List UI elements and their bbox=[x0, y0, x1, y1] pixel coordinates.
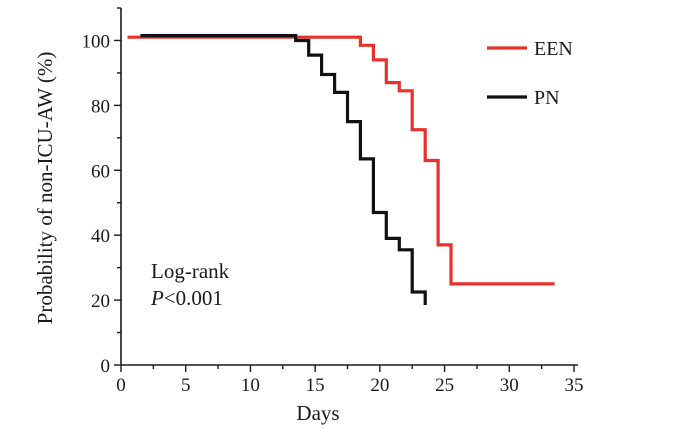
axes: 0 5 10 15 20 25 30 35 0 20 40 60 80 100 bbox=[82, 7, 584, 396]
y-tick-label: 100 bbox=[82, 31, 111, 52]
series-line-pn bbox=[140, 34, 427, 305]
x-tick-label: 25 bbox=[435, 375, 454, 396]
x-tick-label: 0 bbox=[116, 375, 126, 396]
y-tick-label: 0 bbox=[101, 356, 111, 377]
x-tick-label: 30 bbox=[500, 375, 519, 396]
y-tick-label: 80 bbox=[91, 96, 110, 117]
annotation-p-symbol: P bbox=[150, 286, 164, 310]
x-tick-label: 15 bbox=[306, 375, 325, 396]
y-tick-label: 20 bbox=[91, 291, 110, 312]
log-rank-annotation: Log-rank P<0.001 bbox=[150, 259, 230, 310]
y-tick-label: 60 bbox=[91, 161, 110, 182]
x-tick-label: 5 bbox=[181, 375, 191, 396]
x-tick-label: 35 bbox=[565, 375, 584, 396]
series-layer bbox=[127, 34, 555, 305]
x-tick-label: 20 bbox=[370, 375, 389, 396]
series-line-een bbox=[127, 35, 555, 286]
x-tick-label: 10 bbox=[241, 375, 260, 396]
annotation-log-rank: Log-rank bbox=[151, 259, 230, 283]
y-tick-label: 40 bbox=[91, 226, 110, 247]
legend-label-een: EEN bbox=[534, 38, 573, 60]
y-axis-label: Probability of non-ICU-AW (%) bbox=[33, 52, 57, 325]
annotation-p-rest: <0.001 bbox=[164, 286, 223, 310]
x-axis-label: Days bbox=[296, 401, 339, 425]
annotation-p-value: P<0.001 bbox=[150, 286, 223, 310]
legend: EEN PN bbox=[487, 38, 573, 109]
legend-label-pn: PN bbox=[534, 87, 560, 109]
